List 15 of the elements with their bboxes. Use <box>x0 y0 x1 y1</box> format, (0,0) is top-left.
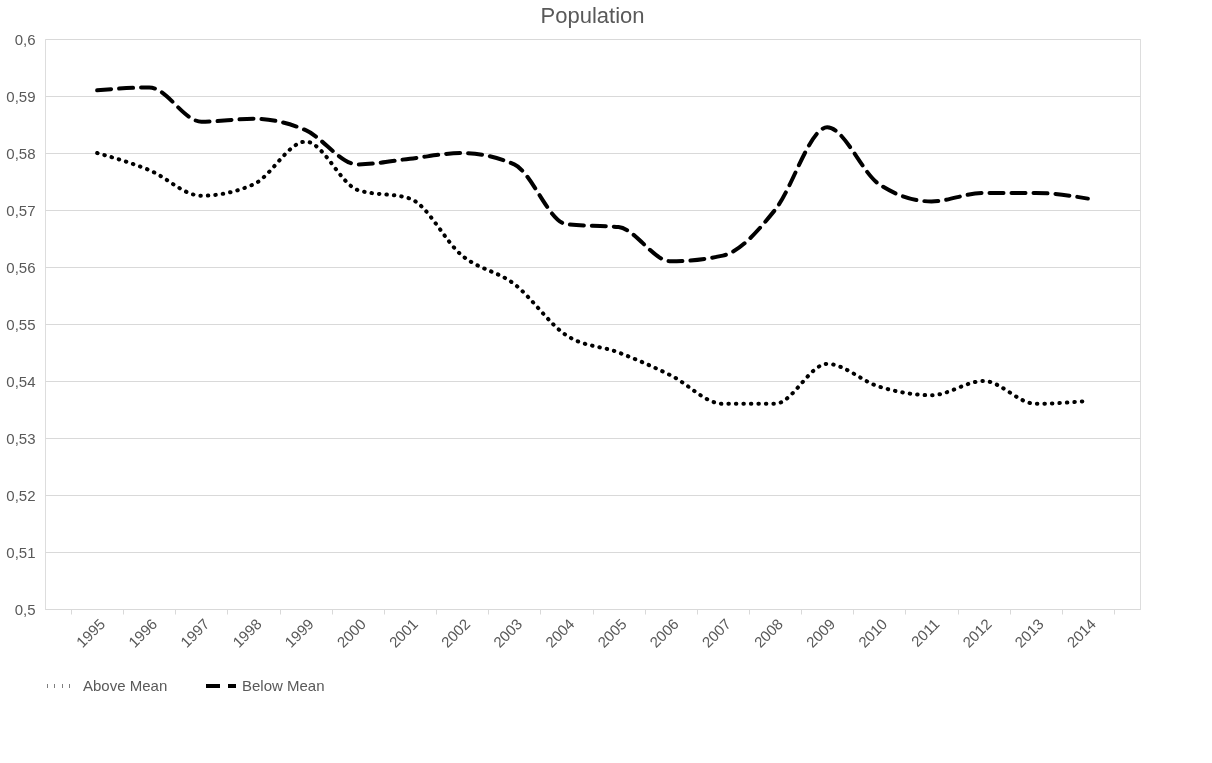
legend-label: Below Mean <box>242 677 325 694</box>
chart-title: Population <box>540 3 645 28</box>
y-tick-label: 0,56 <box>6 258 36 276</box>
y-tick-label: 0,55 <box>6 315 36 333</box>
legend-label: Above Mean <box>83 677 168 694</box>
y-tick-label: 0,6 <box>14 30 36 48</box>
y-tick-label: 0,5 <box>14 600 36 618</box>
line-series <box>95 85 1090 264</box>
y-tick-label: 0,53 <box>6 429 36 447</box>
y-tick-label: 0,59 <box>6 87 36 105</box>
y-tick-label: 0,58 <box>6 144 36 162</box>
y-tick-label: 0,54 <box>6 372 36 390</box>
y-tick-label: 0,51 <box>6 543 36 561</box>
y-tick-label: 0,52 <box>6 486 36 504</box>
y-tick-label: 0,57 <box>6 201 36 219</box>
